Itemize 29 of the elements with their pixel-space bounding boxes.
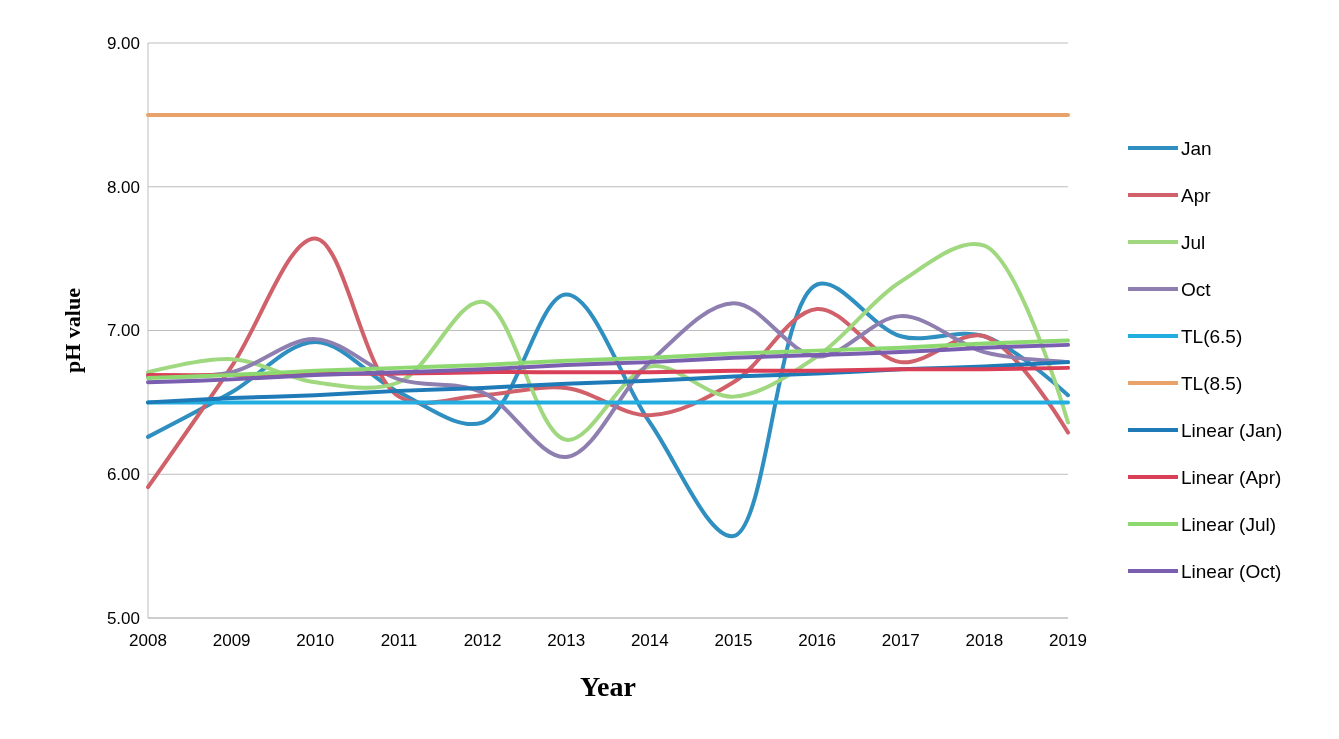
x-tick-label: 2018: [965, 631, 1004, 650]
x-tick-label: 2019: [1049, 631, 1087, 650]
legend-label: Linear (Jan): [1181, 419, 1283, 441]
legend-label: Jan: [1181, 137, 1212, 159]
x-tick-label: 2010: [296, 631, 335, 650]
legend-label: Linear (Apr): [1181, 466, 1282, 488]
y-tick-label: 5.00: [106, 608, 140, 628]
y-axis-title: pH value: [60, 287, 85, 373]
x-tick-label: 2011: [380, 631, 418, 650]
x-axis-title: Year: [580, 671, 636, 702]
legend-label: Linear (Oct): [1181, 560, 1282, 582]
legend-label: TL(8.5): [1181, 372, 1243, 394]
legend-label: TL(6.5): [1181, 325, 1243, 347]
x-tick-label: 2009: [212, 631, 251, 650]
y-tick-label: 6.00: [106, 465, 140, 485]
x-tick-label: 2012: [463, 631, 502, 650]
x-tick-label: 2015: [714, 631, 753, 650]
x-tick-label: 2008: [129, 631, 167, 650]
legend-label: Jul: [1181, 231, 1206, 253]
legend-label: Oct: [1181, 278, 1212, 300]
y-tick-label: 9.00: [106, 33, 140, 53]
legend-label: Apr: [1181, 184, 1212, 206]
x-tick-label: 2014: [630, 631, 669, 650]
x-tick-label: 2017: [881, 631, 920, 650]
y-tick-label: 7.00: [106, 321, 140, 341]
x-tick-label: 2016: [798, 631, 836, 650]
x-tick-label: 2013: [547, 631, 586, 650]
y-tick-label: 8.00: [106, 177, 140, 197]
legend-label: Linear (Jul): [1181, 513, 1277, 535]
